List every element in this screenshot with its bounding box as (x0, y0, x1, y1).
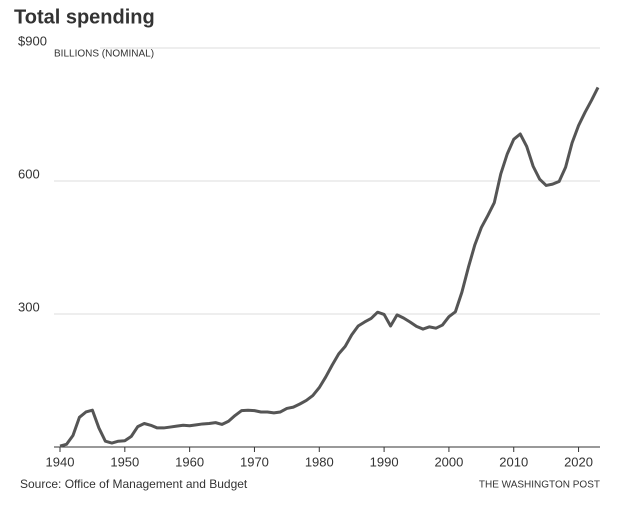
y-tick-label: 300 (18, 299, 40, 314)
x-tick-label: 2020 (564, 454, 593, 469)
line (59, 86, 600, 448)
x-tick-label: 1950 (110, 454, 139, 469)
x-tick-label: 1960 (175, 454, 204, 469)
subtitle: BILLIONS (NOMINAL) (54, 49, 154, 60)
credit: THE WASHINGTON POST (479, 480, 600, 491)
x-tick-label: 1940 (46, 454, 75, 469)
chart-title: Total spending (14, 6, 155, 28)
y-tick-label: 600 (18, 166, 40, 181)
source: Source: Office of Management and Budget (20, 477, 248, 491)
x-tick-label: 1980 (305, 454, 334, 469)
x-tick-label: 2000 (434, 454, 463, 469)
x-tick-label: 1990 (370, 454, 399, 469)
x-tick-label: 1970 (240, 454, 269, 469)
x-tick-label: 2010 (499, 454, 528, 469)
y-tick-label: $900 (18, 33, 47, 48)
